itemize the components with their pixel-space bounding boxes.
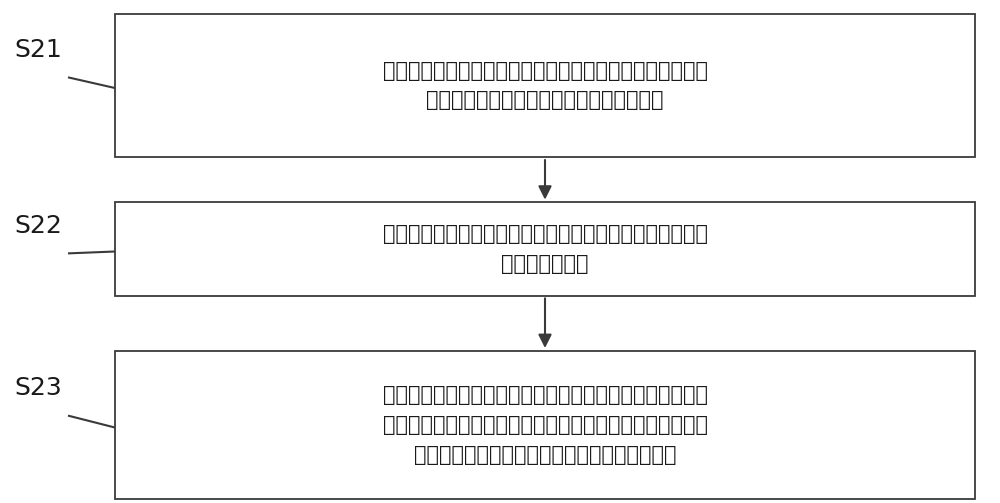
Bar	[115, 351, 975, 499]
Text: 在所述集满的比特队列与所述预设的帧起始定界符相同时，
根据与所述预设的帧起始定界符相同的集满的比特队列，得
到所述帧头的扩频因子以及所述帧头的起始位置: 在所述集满的比特队列与所述预设的帧起始定界符相同时， 根据与所述预设的帧起始定界…	[382, 385, 708, 465]
Text: S21: S21	[14, 38, 62, 62]
Text: 针对每种解扩方式，将集满的比特队列与所述预设的帧起始
定界符进行比较: 针对每种解扩方式，将集满的比特队列与所述预设的帧起始 定界符进行比较	[382, 224, 708, 274]
Text: S22: S22	[14, 214, 62, 238]
Text: 使用多种解扩方式分别对所接收的数据进行解扩，以在针对
每种解扩方式的比特队列中收集比特相关值: 使用多种解扩方式分别对所接收的数据进行解扩，以在针对 每种解扩方式的比特队列中收…	[382, 61, 708, 110]
Text: S23: S23	[14, 376, 62, 400]
Bar	[115, 203, 975, 296]
Bar	[115, 14, 975, 157]
